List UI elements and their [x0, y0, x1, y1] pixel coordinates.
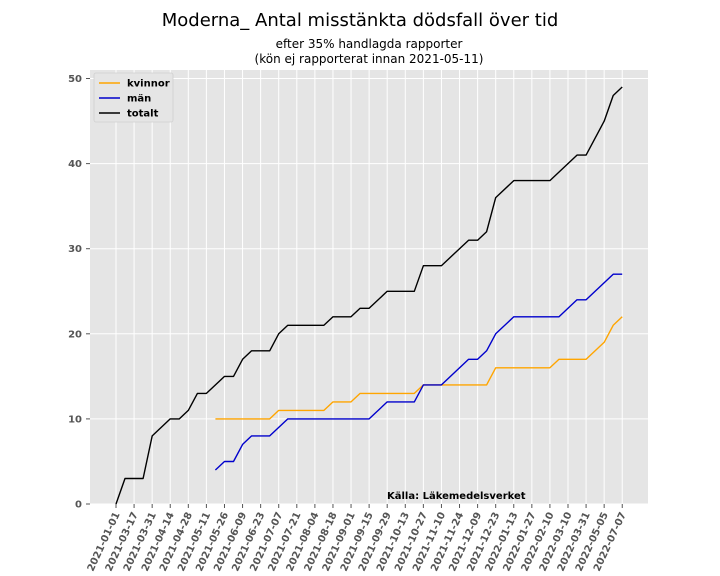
y-tick-label: 20 — [68, 329, 82, 340]
y-tick-label: 50 — [68, 74, 82, 85]
legend-label-totalt: totalt — [127, 109, 159, 120]
y-tick-label: 40 — [68, 159, 82, 170]
chart-title: Moderna_ Antal misstänkta dödsfall över … — [162, 10, 559, 31]
x-axis: 2021-01-012021-03-172021-03-312021-04-14… — [86, 504, 629, 573]
y-axis: 0 10 20 30 40 50 — [68, 74, 90, 511]
source-annotation: Källa: Läkemedelsverket — [387, 491, 526, 502]
chart-subtitle-line-2: (kön ej rapporterat innan 2021-05-11) — [255, 52, 484, 66]
series-line-män — [214, 273, 623, 471]
chart-subtitle-line-1: efter 35% handlagda rapporter — [276, 37, 463, 51]
y-tick-label: 30 — [68, 244, 82, 255]
legend-label-kvinnor: kvinnor — [127, 79, 170, 90]
series-lines — [115, 86, 623, 505]
y-tick-label: 0 — [75, 500, 82, 511]
grid-lines — [90, 70, 648, 505]
legend: kvinnor män totalt — [93, 72, 174, 123]
legend-box — [93, 72, 174, 123]
series-line-totalt — [115, 86, 623, 505]
y-tick-label: 10 — [68, 414, 82, 425]
legend-label-män: män — [127, 94, 151, 105]
